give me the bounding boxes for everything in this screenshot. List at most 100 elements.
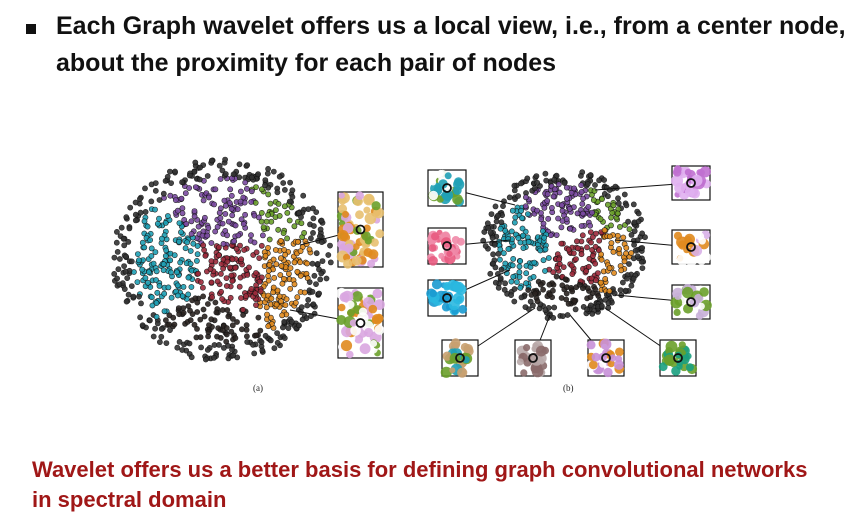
inset-node xyxy=(699,287,709,297)
inset-node xyxy=(437,169,444,177)
graph-node xyxy=(148,245,155,252)
graph-node xyxy=(608,240,615,246)
graph-node xyxy=(113,229,120,235)
graph-node xyxy=(224,307,231,313)
graph-node xyxy=(144,223,151,230)
graph-node xyxy=(228,272,235,279)
graph-node xyxy=(241,247,247,253)
inset-node xyxy=(436,195,444,203)
inset-node xyxy=(349,319,358,327)
graph-node xyxy=(273,261,280,268)
graph-node xyxy=(171,252,178,259)
graph-node xyxy=(194,325,200,332)
graph-node xyxy=(253,332,260,339)
graph-node xyxy=(626,226,633,233)
graph-node xyxy=(639,230,645,237)
graph-node xyxy=(153,313,160,320)
graph-node xyxy=(287,179,293,186)
graph-node xyxy=(115,266,122,273)
graph-node xyxy=(204,232,211,239)
graph-node xyxy=(313,250,320,257)
inset-node xyxy=(444,172,452,180)
graph-node xyxy=(270,168,277,175)
graph-node xyxy=(258,210,265,216)
graph-node xyxy=(587,222,593,229)
graph-node xyxy=(578,251,585,258)
graph-node xyxy=(281,318,288,325)
graph-node xyxy=(297,272,304,279)
center-node-ring xyxy=(455,353,465,363)
graph-node xyxy=(255,171,261,178)
graph-node xyxy=(211,354,217,361)
graph-node xyxy=(516,263,523,270)
inset-node xyxy=(428,244,437,252)
graph-node xyxy=(182,245,189,252)
graph-node xyxy=(298,304,305,311)
inset-node xyxy=(374,324,385,335)
graph-node xyxy=(494,212,501,219)
graph-node xyxy=(128,283,135,289)
graph-node xyxy=(227,264,233,271)
graph-node xyxy=(509,262,516,269)
inset-node xyxy=(452,194,463,205)
inset-node xyxy=(452,292,465,305)
graph-node xyxy=(208,279,215,286)
graph-node xyxy=(227,186,234,193)
graph-node xyxy=(523,280,529,287)
graph-node xyxy=(515,235,522,241)
graph-node xyxy=(289,194,296,200)
inset-node xyxy=(664,354,676,366)
graph-node xyxy=(585,204,592,210)
graph-node xyxy=(174,282,181,289)
graph-node xyxy=(268,295,275,302)
graph-node xyxy=(518,180,524,187)
graph-node xyxy=(508,228,515,235)
graph-node xyxy=(614,210,621,217)
graph-node xyxy=(237,274,244,281)
wavelet-figure xyxy=(100,150,740,400)
graph-node xyxy=(221,344,227,351)
inset-node xyxy=(600,338,612,350)
graph-node xyxy=(313,209,320,215)
graph-node xyxy=(258,339,265,345)
graph-node xyxy=(205,225,212,231)
graph-node xyxy=(222,156,228,163)
graph-node xyxy=(271,275,278,281)
graph-node xyxy=(147,237,153,243)
graph-node xyxy=(121,286,128,292)
graph-node xyxy=(195,270,201,277)
inset-node xyxy=(363,248,373,257)
graph-node xyxy=(223,283,230,289)
graph-node xyxy=(229,256,236,263)
graph-node xyxy=(251,350,258,357)
inset-node xyxy=(520,369,528,377)
center-node-ring xyxy=(355,318,366,328)
graph-node xyxy=(294,268,301,275)
graph-node xyxy=(201,313,208,320)
graph-node xyxy=(482,243,489,249)
graph-node xyxy=(276,213,283,219)
graph-node xyxy=(541,234,548,241)
graph-node xyxy=(282,302,289,308)
graph-node xyxy=(310,223,317,229)
graph-node xyxy=(620,234,627,241)
graph-node xyxy=(291,259,298,266)
graph-node xyxy=(621,258,628,265)
graph-node xyxy=(568,189,575,196)
inset-node xyxy=(364,237,372,245)
graph-node xyxy=(240,221,247,227)
inset-node xyxy=(341,290,354,303)
center-node-ring xyxy=(686,242,696,252)
graph-node xyxy=(276,293,283,300)
graph-node xyxy=(587,172,594,178)
graph-node xyxy=(491,241,498,248)
graph-node xyxy=(606,265,613,271)
graph-node xyxy=(208,240,215,246)
graph-node xyxy=(255,214,262,221)
center-node-ring xyxy=(442,241,452,251)
graph-node xyxy=(298,220,305,227)
graph-node xyxy=(162,177,169,184)
graph-node xyxy=(307,235,314,242)
inset-node xyxy=(359,343,371,355)
inset-node xyxy=(696,232,705,241)
